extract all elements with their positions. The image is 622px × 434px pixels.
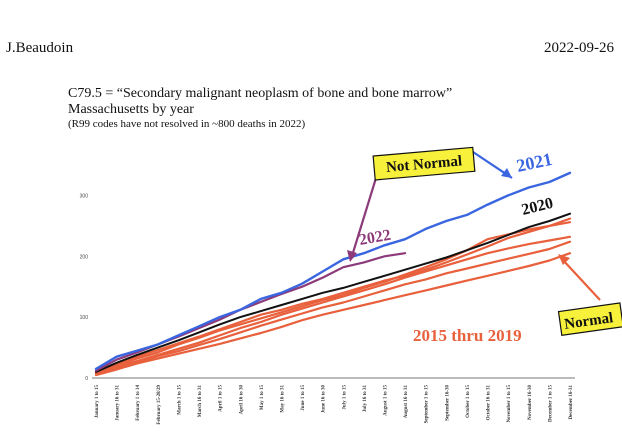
not-normal-label: Not Normal <box>385 153 462 176</box>
x-tick-label: January 1 to 15 <box>95 385 100 419</box>
y-tick-label: 200 <box>80 254 89 260</box>
x-tick-labels: January 1 to 15 January 16 to 31 February … <box>95 385 574 425</box>
series-line-2021 <box>94 171 572 371</box>
x-tick-label: March 16 to 31 <box>198 385 203 418</box>
annotations: 2021 2020 2022 2015 thru 2019 Not Normal Norm… <box>347 146 622 345</box>
x-tick-label: July 16 to 31 <box>363 385 368 413</box>
x-tick-label: December 1 to 15 <box>548 385 553 422</box>
x-tick-label: December 16-31 <box>569 385 574 420</box>
x-tick-label: July 1 to 15 <box>342 385 347 410</box>
x-tick-label: June 1 to 15 <box>301 385 306 411</box>
arrow-normal <box>561 258 601 301</box>
label-2020: 2020 <box>520 195 555 219</box>
arrowhead-normal <box>558 254 570 265</box>
x-tick-label: May 16 to 31 <box>280 385 285 413</box>
series-line-2015-2019-4 <box>94 221 572 374</box>
chart-subtitle: Massachusetts by year <box>68 102 194 118</box>
label-2022: 2022 <box>358 227 392 249</box>
x-tick-label: September 1 to 15 <box>425 385 430 424</box>
not-normal-box <box>372 146 476 181</box>
normal-callout: Normal <box>557 302 622 337</box>
x-tick-label: August 16 to 31 <box>404 385 409 419</box>
x-tick-label: February 1 to 14 <box>136 385 141 421</box>
chart-title-block: C79.5 = “Secondary malignant neoplasm of… <box>68 86 452 131</box>
label-2021: 2021 <box>515 149 554 176</box>
series-line-2015-2019-6 <box>94 240 572 376</box>
series-line-2015-2019-5 <box>94 235 572 375</box>
series-line-2015-2019-3 <box>94 217 572 375</box>
x-tick-label: April 16 to 30 <box>239 385 244 415</box>
not-normal-callout: Not Normal <box>372 146 476 181</box>
x-tick-label: August 1 to 15 <box>384 385 389 416</box>
y-tick-label: 100 <box>80 315 89 321</box>
label-2015-2019: 2015 thru 2019 <box>413 326 522 345</box>
x-tick-label: January 16 to 31 <box>116 385 121 421</box>
x-tick-label: November 1 to 15 <box>507 385 512 423</box>
y-tick-label: 0 <box>85 376 88 382</box>
x-tick-label: April 1 to 15 <box>219 385 224 412</box>
x-tick-label: November 16-30 <box>528 385 533 421</box>
x-tick-label: October 16 to 31 <box>487 385 492 421</box>
x-tick-label: February 15-28/29 <box>157 385 162 425</box>
x-tick-label: June 16 to 30 <box>322 385 327 414</box>
y-tick-labels: 0 100 200 300 <box>80 193 89 382</box>
x-tick-label: March 1 to 15 <box>177 385 182 415</box>
series-line-2015-2019-7 <box>94 252 572 377</box>
normal-label: Normal <box>563 310 614 333</box>
arrowhead-not-normal-2022 <box>347 250 357 262</box>
y-tick-label: 300 <box>80 193 89 199</box>
series-lines <box>94 171 572 377</box>
arrowhead-not-normal-2021 <box>501 168 512 178</box>
series-line-2020 <box>95 212 571 373</box>
x-tick-label: October 1 to 15 <box>466 385 471 418</box>
x-tick-label: September 16-30 <box>445 385 450 421</box>
chart-note: (R99 codes have not resolved in ~800 dea… <box>68 118 306 131</box>
arrow-not-normal-2022 <box>350 177 378 257</box>
x-tick-label: May 1 to 15 <box>260 385 265 411</box>
date-label: 2022-09-26 <box>544 40 614 56</box>
author-label: J.Beaudoin <box>6 40 74 56</box>
chart-title: C79.5 = “Secondary malignant neoplasm of… <box>68 86 453 101</box>
